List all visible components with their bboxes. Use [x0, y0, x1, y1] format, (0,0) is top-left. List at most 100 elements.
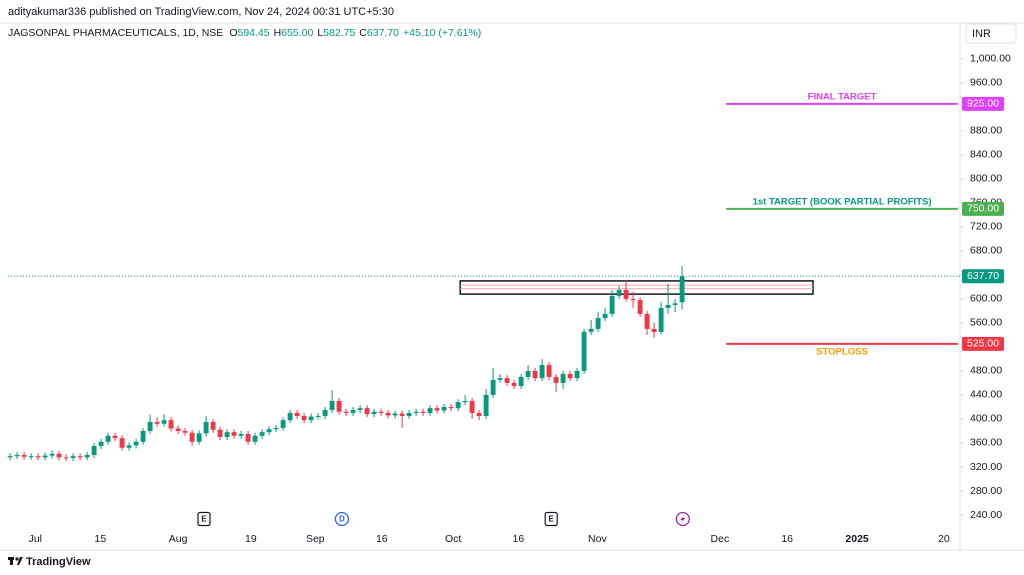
- y-tick-label: 680.00: [970, 245, 1002, 257]
- symbol-title: JAGSONPAL PHARMACEUTICALS, 1D, NSE: [8, 27, 223, 39]
- event-label: D: [339, 515, 345, 524]
- currency[interactable]: INR: [972, 28, 991, 40]
- candle-body: [49, 453, 55, 456]
- currency-box[interactable]: [965, 23, 1017, 44]
- event-icon: [544, 511, 558, 527]
- last-price-badge: [962, 269, 1004, 284]
- ohlc-value: 582.75: [323, 27, 355, 39]
- x-tick-label: 2025: [845, 533, 869, 545]
- y-tick-label: 240.00: [970, 509, 1002, 521]
- candle-body: [168, 420, 174, 429]
- candle-body: [546, 364, 552, 377]
- y-tick-label: 400.00: [970, 413, 1002, 425]
- candle-body: [455, 402, 461, 409]
- y-tick-label: 360.00: [970, 437, 1002, 449]
- candle-body: [301, 415, 307, 421]
- y-tick-label: 440.00: [970, 389, 1002, 401]
- zone-box: [459, 280, 814, 295]
- x-tick-label: Nov: [588, 533, 607, 545]
- candle-body: [63, 457, 69, 459]
- candle-body: [560, 373, 566, 383]
- candle-body: [469, 400, 475, 413]
- brand: TradingView: [26, 556, 91, 568]
- candle-body: [483, 394, 489, 416]
- candle-body: [28, 456, 34, 458]
- candle-body: [434, 408, 440, 411]
- candle-body: [238, 433, 244, 436]
- event-label: E: [549, 515, 555, 524]
- x-tick-label: 15: [95, 533, 107, 545]
- candle-body: [189, 432, 195, 442]
- ohlc-value: 594.45: [237, 27, 269, 39]
- candle-body: [245, 433, 251, 442]
- candle-body: [273, 427, 279, 430]
- event-label: E: [201, 515, 207, 524]
- candle-body: [623, 289, 629, 299]
- candle-body: [119, 438, 125, 448]
- level-text: FINAL TARGET: [808, 91, 877, 102]
- candle-body: [644, 313, 650, 329]
- candle-body: [126, 445, 132, 448]
- candle-body: [231, 432, 237, 436]
- ohlc-label: L: [317, 27, 323, 39]
- event-icon: [197, 511, 211, 527]
- ohlc-label: O: [229, 27, 237, 39]
- candle-body: [637, 300, 643, 314]
- candle-body: [357, 408, 363, 410]
- candle-body: [651, 328, 657, 332]
- candle-body: [371, 411, 377, 415]
- candle-body: [77, 456, 83, 458]
- x-tick-label: Oct: [445, 533, 461, 545]
- candle-body: [42, 455, 48, 458]
- candle-body: [343, 411, 349, 413]
- candle-body: [511, 382, 517, 386]
- y-tick-label: 880.00: [970, 125, 1002, 137]
- candle-body: [315, 415, 321, 417]
- x-tick-label: 20: [938, 533, 950, 545]
- candle-body: [427, 408, 433, 413]
- x-tick-label: Jul: [29, 533, 42, 545]
- candle-body: [665, 304, 671, 308]
- x-tick-label: Sep: [306, 533, 325, 545]
- level-badge: [962, 201, 1004, 216]
- candle-body: [630, 298, 636, 301]
- candle-body: [385, 412, 391, 416]
- event-bolt: [680, 515, 686, 523]
- candle-body: [497, 378, 503, 380]
- candle-body: [539, 364, 545, 379]
- publisher: adityakumar336 published on TradingView.…: [8, 6, 394, 18]
- candle-body: [525, 370, 531, 377]
- candle-body: [84, 454, 90, 458]
- x-tick-label: 16: [781, 533, 793, 545]
- ohlc-value: 637.70: [367, 27, 399, 39]
- candle-body: [217, 429, 223, 437]
- candle-body: [378, 411, 384, 413]
- candle-body: [462, 400, 468, 403]
- candle-body: [602, 313, 608, 319]
- candle-body: [518, 376, 524, 386]
- candle-body: [490, 379, 496, 395]
- candle-body: [210, 421, 216, 430]
- candle-body: [7, 456, 13, 458]
- candle-body: [196, 433, 202, 442]
- candle-body: [581, 331, 587, 371]
- y-tick-label: 480.00: [970, 365, 1002, 377]
- brand-logo: [8, 557, 23, 565]
- candle-body: [14, 454, 20, 457]
- y-tick-label: 600.00: [970, 293, 1002, 305]
- candle-body: [336, 400, 342, 412]
- event-icon: [334, 511, 350, 527]
- candle-body: [420, 411, 426, 413]
- last-price-badge-label: 637.70: [967, 270, 999, 282]
- candle-body: [203, 421, 209, 434]
- y-tick-label: 960.00: [970, 77, 1002, 89]
- candle-body: [287, 412, 293, 421]
- candle-body: [266, 429, 272, 433]
- candle-body: [413, 411, 419, 413]
- candle-body: [476, 412, 482, 416]
- candle-body: [322, 409, 328, 416]
- level-badge-label: 525.00: [967, 338, 999, 350]
- candle-body: [616, 289, 622, 296]
- y-tick-label: 1,000.00: [970, 53, 1011, 65]
